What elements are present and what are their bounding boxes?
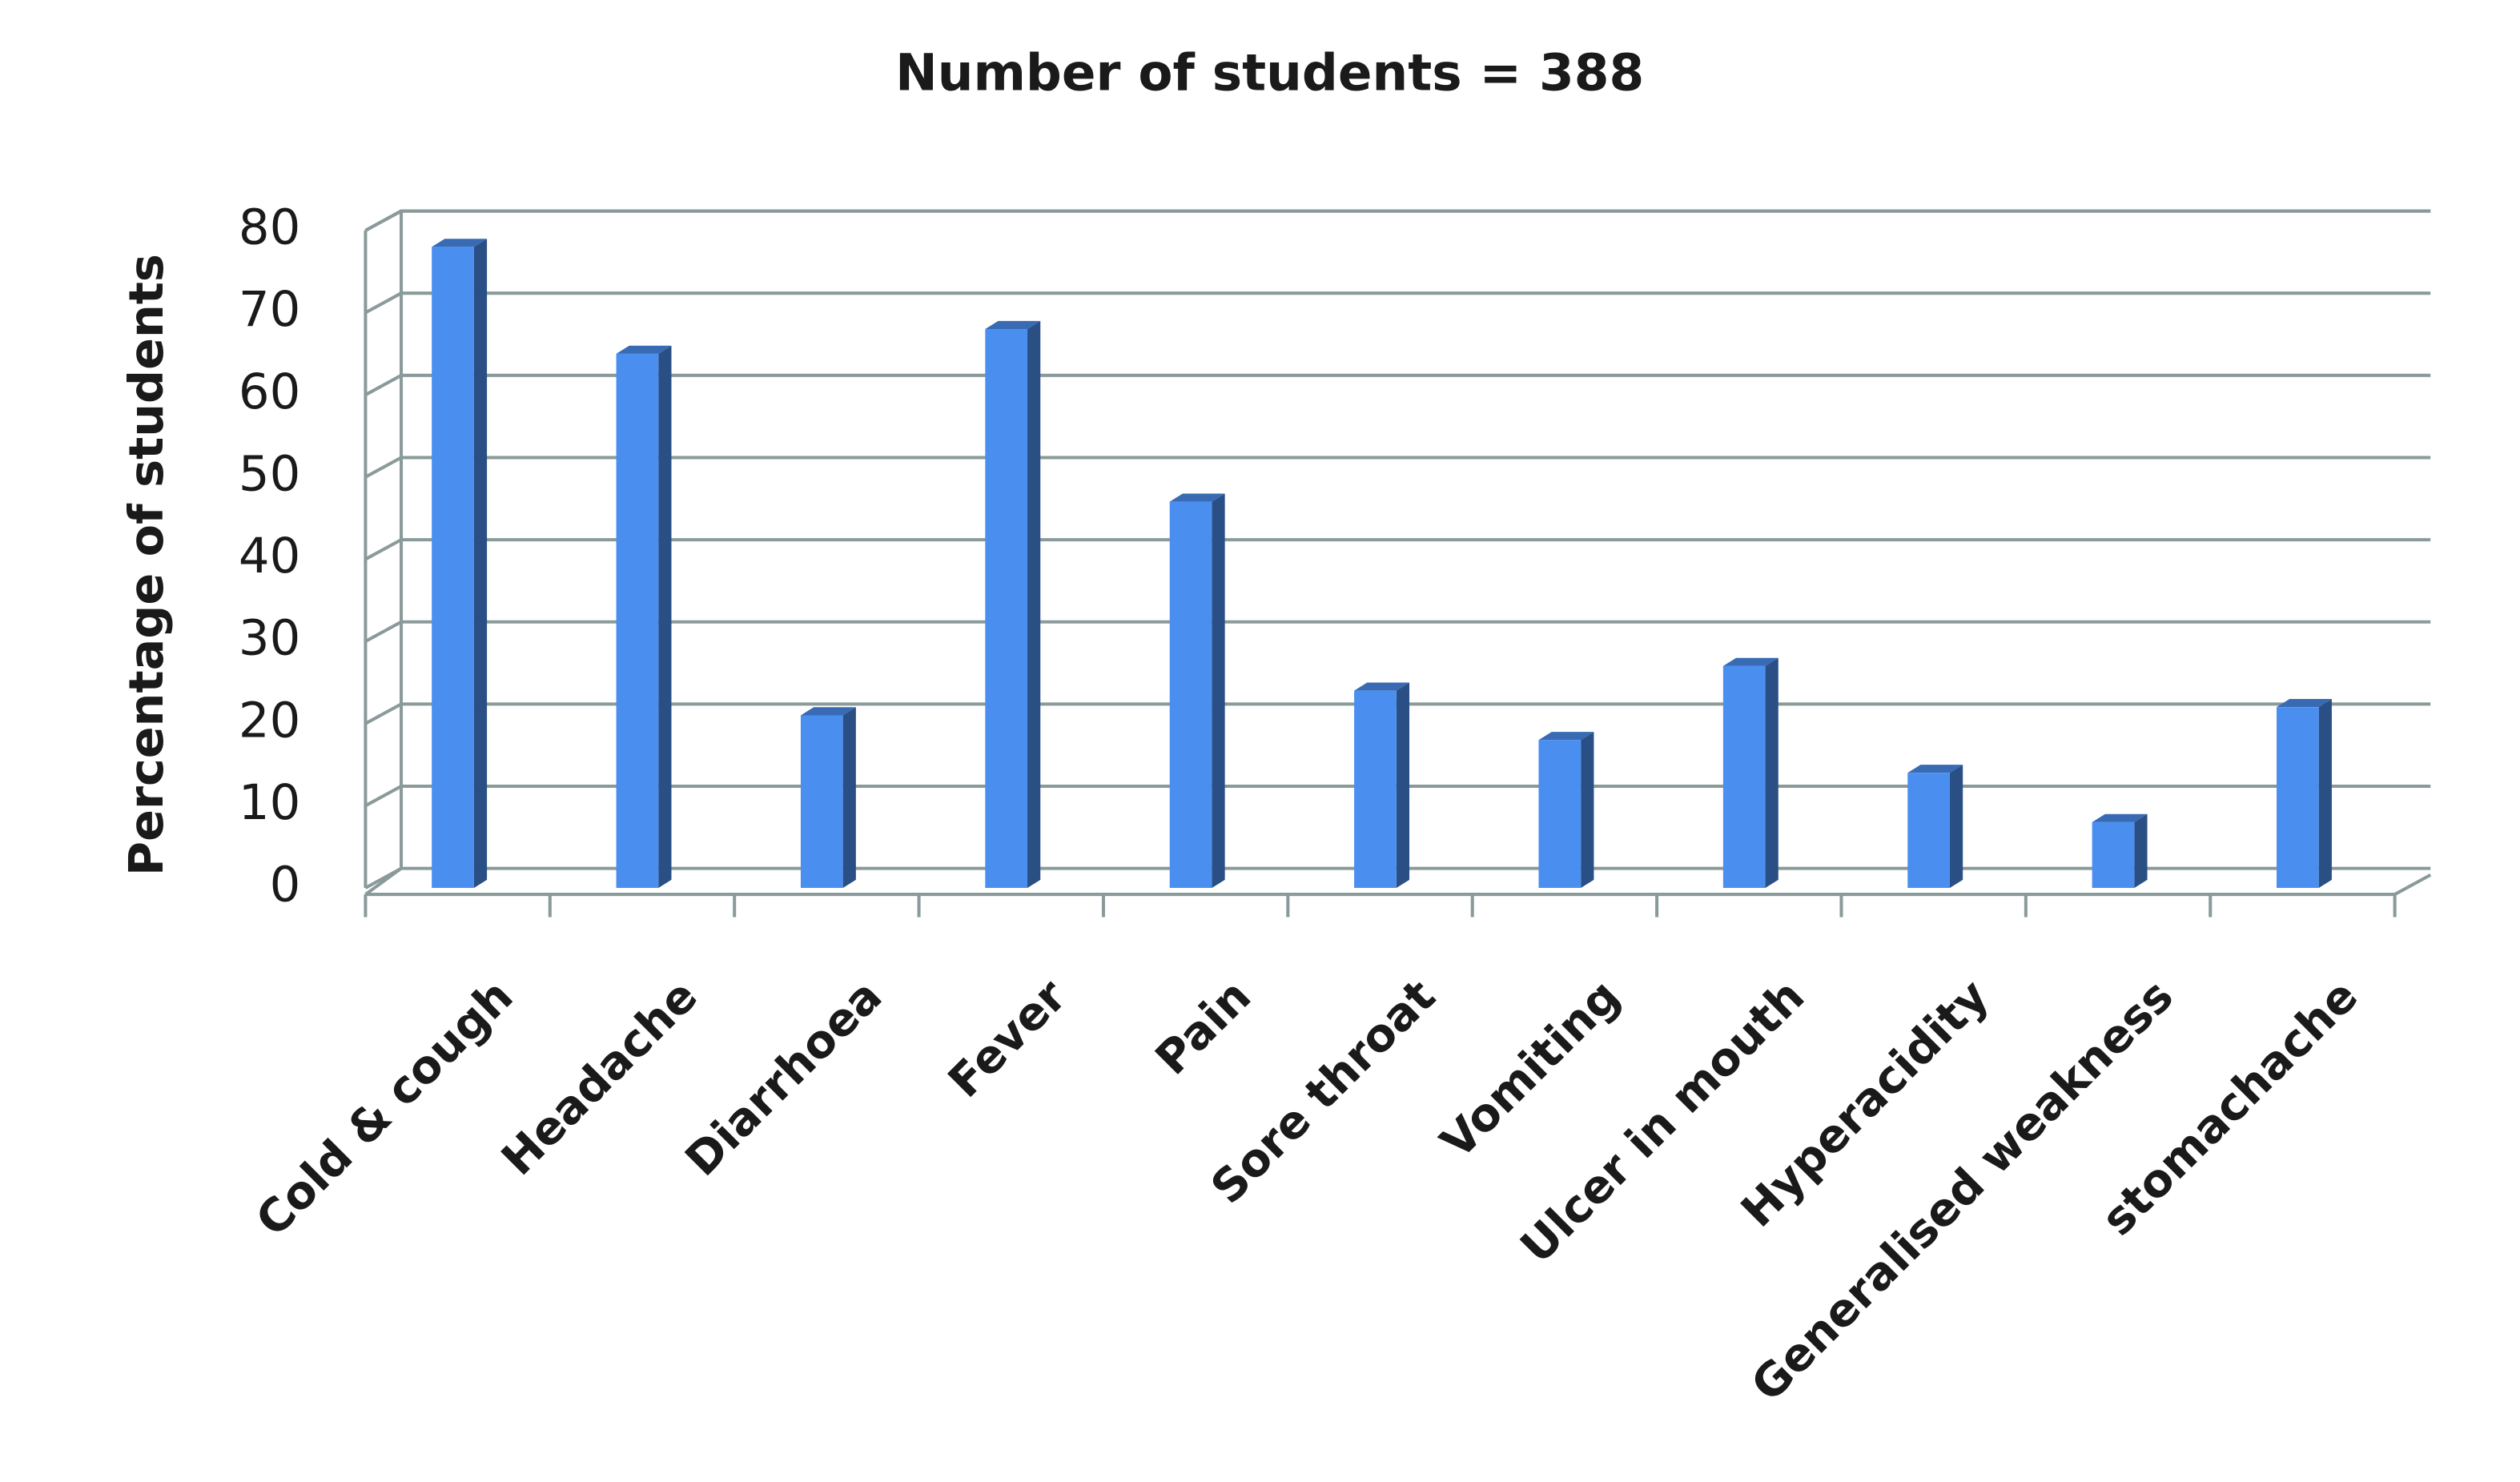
bar — [432, 239, 488, 888]
bar-top — [2092, 813, 2148, 822]
x-tick-label: Headache — [492, 970, 708, 1186]
bar-front — [1722, 665, 1766, 888]
bar-top — [1538, 732, 1594, 741]
bar-top — [432, 239, 488, 247]
bar — [2092, 813, 2148, 888]
bar-top — [616, 345, 672, 354]
bar-side — [473, 239, 488, 888]
bar-top — [1722, 657, 1778, 666]
bar-side — [1581, 732, 1594, 888]
y-tick-label: 50 — [239, 446, 300, 502]
grid-line — [364, 620, 402, 643]
y-tick-label: 80 — [239, 199, 300, 255]
y-tick-label: 70 — [239, 282, 300, 338]
bar — [1722, 657, 1778, 888]
bar-side — [2318, 699, 2332, 888]
bar — [2277, 699, 2332, 888]
bar — [1354, 682, 1410, 888]
bar — [616, 345, 672, 888]
bar-front — [985, 329, 1028, 888]
y-tick-label: 10 — [239, 775, 300, 831]
y-tick-label: 20 — [239, 693, 300, 749]
y-axis-label: Percentage of students — [119, 254, 174, 876]
y-tick-label: 60 — [239, 364, 300, 420]
grid-line — [364, 785, 402, 808]
x-tick-label: Pain — [1146, 970, 1261, 1085]
bar-side — [842, 707, 856, 888]
bar-front — [616, 353, 659, 888]
bar-side — [1765, 657, 1778, 888]
bar-top — [1907, 765, 1963, 773]
grid-line — [364, 456, 402, 479]
grid-line — [364, 538, 402, 561]
x-tick-label: Diarrhoea — [675, 970, 892, 1187]
grid-line — [364, 702, 402, 725]
bar-front — [2277, 707, 2319, 888]
bar-side — [658, 345, 672, 888]
y-tick-label: 30 — [239, 611, 300, 667]
bar-side — [1949, 765, 1963, 888]
bar-side — [2134, 813, 2148, 888]
x-tick-label: Vomiting — [1431, 970, 1630, 1169]
bar-front — [800, 715, 843, 888]
bar — [1169, 493, 1225, 888]
bar-top — [985, 320, 1041, 330]
bar-side — [1027, 320, 1041, 888]
bar — [1538, 732, 1594, 888]
bar-front — [432, 247, 474, 888]
bar-front — [1169, 501, 1212, 888]
bar-top — [1169, 493, 1225, 502]
bar-front — [1907, 773, 1950, 888]
back-wall — [364, 209, 2431, 232]
bar-side — [1212, 493, 1225, 888]
grid-line — [364, 866, 402, 890]
y-tick-label: 0 — [270, 857, 301, 914]
bar-front — [2092, 821, 2135, 888]
x-tick-label: Fever — [938, 970, 1077, 1108]
grid-line — [364, 374, 402, 396]
bar — [1907, 765, 1963, 888]
y-tick-label: 40 — [239, 528, 300, 584]
grid-line — [364, 209, 402, 232]
x-tick-label: Cold & cough — [246, 970, 523, 1247]
grid-line — [364, 291, 402, 315]
bar — [800, 707, 856, 888]
bar-front — [1538, 740, 1582, 888]
bar-top — [800, 707, 856, 716]
chart-title: Number of students = 388 — [895, 43, 1644, 102]
bar-side — [1396, 682, 1410, 888]
bar-top — [1354, 682, 1410, 691]
bar — [985, 320, 1041, 888]
bar-top — [2277, 699, 2332, 708]
bar-front — [1354, 690, 1397, 888]
